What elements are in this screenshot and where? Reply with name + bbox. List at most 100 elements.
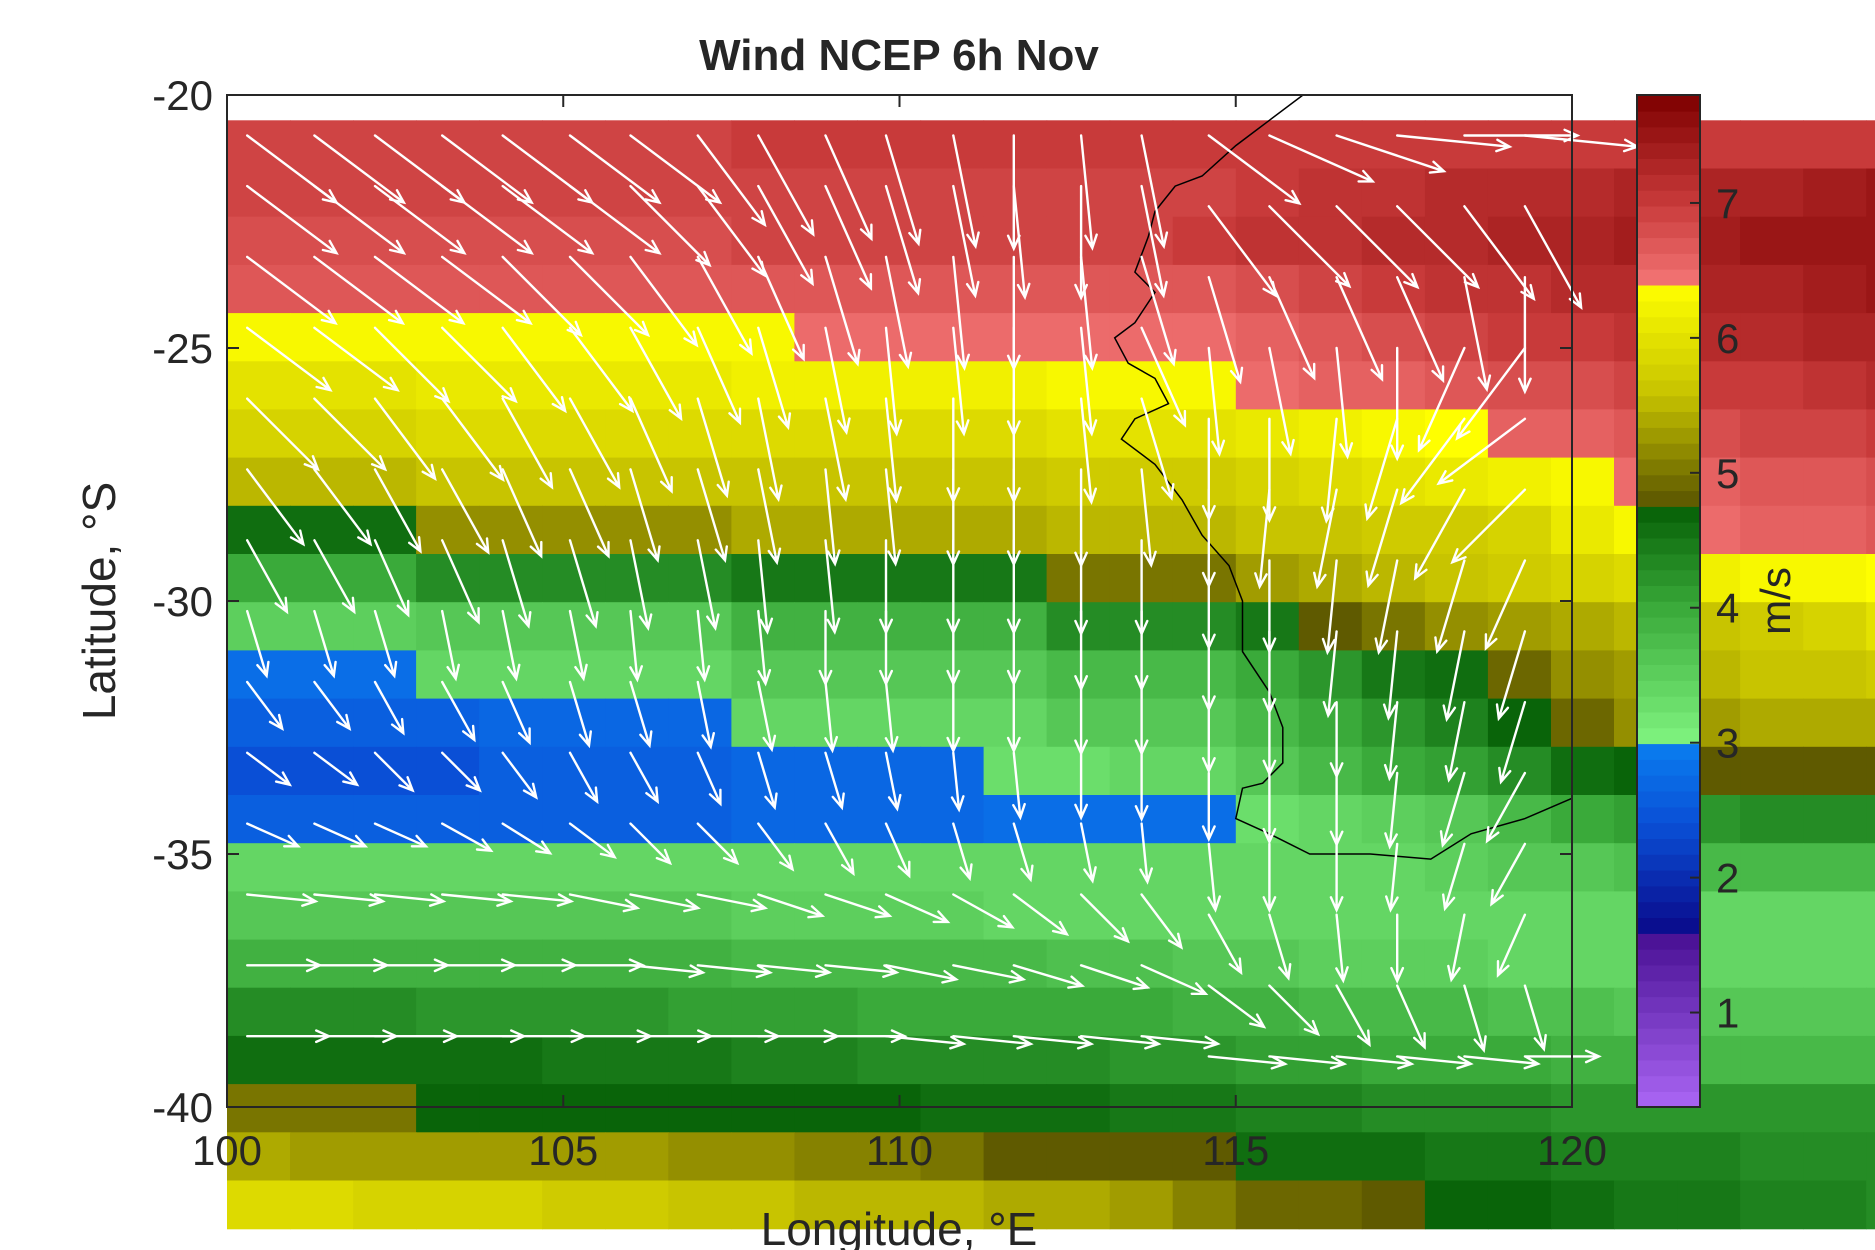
wind-arrow bbox=[1444, 701, 1466, 783]
heat-cell bbox=[1046, 1084, 1111, 1133]
heat-cell bbox=[1803, 891, 1867, 941]
heat-cell bbox=[1803, 843, 1867, 892]
heat-cell bbox=[1172, 698, 1237, 748]
heat-cell bbox=[794, 1035, 858, 1085]
wind-arrow bbox=[884, 964, 959, 984]
heat-cell bbox=[1109, 168, 1174, 218]
heat-cell bbox=[1803, 457, 1867, 507]
wind-arrow bbox=[629, 751, 660, 805]
colorbar-segment bbox=[1637, 727, 1700, 745]
wind-arrow bbox=[1439, 771, 1466, 849]
heat-cell bbox=[1803, 409, 1867, 459]
wind-arrow bbox=[1012, 822, 1034, 883]
heat-cell bbox=[1361, 602, 1426, 651]
wind-arrow bbox=[501, 326, 567, 414]
heat-cell bbox=[668, 746, 732, 796]
wind-arrow bbox=[1012, 751, 1026, 821]
wind-arrow bbox=[1518, 276, 1532, 395]
wind-arrow bbox=[1074, 751, 1088, 821]
y-tick-label: -35 bbox=[152, 831, 213, 878]
colorbar-label: m/s bbox=[1752, 567, 1799, 635]
wind-arrow bbox=[629, 822, 673, 866]
wind-arrow bbox=[1496, 913, 1527, 978]
wind-arrow bbox=[884, 184, 922, 296]
wind-arrow bbox=[373, 184, 467, 255]
heat-cell bbox=[1046, 939, 1111, 989]
heat-cell bbox=[605, 843, 669, 892]
heat-cell bbox=[227, 1132, 291, 1182]
x-tick-label: 105 bbox=[528, 1127, 598, 1174]
heat-cell bbox=[479, 1084, 543, 1133]
heat-cell bbox=[479, 120, 543, 170]
heat-cell bbox=[542, 313, 606, 362]
heat-cell bbox=[1172, 168, 1237, 218]
heat-cell bbox=[290, 1180, 354, 1230]
wind-arrow bbox=[1447, 913, 1466, 983]
heat-cell bbox=[1046, 216, 1111, 266]
heat-cell bbox=[983, 1084, 1048, 1133]
heat-cell bbox=[1046, 1035, 1111, 1085]
heat-cell bbox=[479, 361, 543, 411]
heat-cell bbox=[1172, 120, 1237, 170]
wind-arrow bbox=[696, 397, 730, 499]
wind-arrow bbox=[1463, 1055, 1541, 1070]
wind-arrow bbox=[1442, 842, 1466, 912]
heat-cell bbox=[668, 120, 732, 170]
heat-cell bbox=[290, 1084, 354, 1133]
colorbar-segment bbox=[1637, 1059, 1700, 1077]
wind-arrow bbox=[1268, 913, 1292, 981]
wind-arrow bbox=[1006, 680, 1021, 754]
colorbar-tick-label: 6 bbox=[1716, 315, 1739, 362]
heat-cell bbox=[1551, 939, 1615, 989]
heat-cell bbox=[1740, 264, 1804, 314]
heat-cell bbox=[983, 1132, 1048, 1182]
wind-arrow bbox=[313, 255, 406, 325]
heat-cell bbox=[1361, 264, 1426, 314]
heat-cell bbox=[1046, 361, 1111, 411]
wind-arrow bbox=[1498, 701, 1527, 785]
heat-cell bbox=[1740, 602, 1804, 651]
heat-cell bbox=[1235, 264, 1300, 314]
heat-cell bbox=[1046, 1180, 1111, 1230]
heat-cell bbox=[353, 843, 417, 892]
heat-cell bbox=[1046, 843, 1111, 892]
heat-cell bbox=[794, 795, 858, 844]
colorbar-segment bbox=[1637, 933, 1700, 950]
wind-arrow bbox=[952, 326, 970, 437]
colorbar-segment bbox=[1637, 854, 1700, 871]
heat-cell bbox=[1424, 264, 1489, 314]
heat-cell bbox=[290, 1132, 354, 1182]
heat-cell bbox=[1361, 313, 1426, 362]
heat-cell bbox=[794, 168, 858, 218]
wind-arrow bbox=[1140, 964, 1209, 995]
heat-cell bbox=[1866, 457, 1875, 507]
wind-arrow bbox=[501, 822, 553, 855]
heat-cell bbox=[416, 1180, 480, 1230]
wind-arrow bbox=[1140, 134, 1169, 250]
wind-arrow bbox=[1012, 1035, 1095, 1050]
heat-cell bbox=[1172, 457, 1237, 507]
heat-cell bbox=[290, 939, 354, 989]
heat-cell bbox=[1866, 554, 1875, 603]
heat-cell bbox=[1424, 795, 1489, 844]
heat-cell bbox=[1298, 1180, 1363, 1230]
wind-arrow bbox=[824, 184, 873, 291]
wind-arrow bbox=[1463, 984, 1487, 1054]
heat-cell bbox=[1551, 987, 1615, 1037]
colorbar-segment bbox=[1637, 284, 1700, 302]
wind-arrow bbox=[373, 397, 437, 481]
wind-arrow bbox=[824, 539, 841, 635]
colorbar-segment bbox=[1637, 490, 1700, 507]
heat-cell bbox=[290, 698, 354, 748]
heat-cell bbox=[1866, 313, 1875, 362]
wind-arrow bbox=[441, 822, 494, 853]
colorbar-segment bbox=[1637, 648, 1700, 665]
wind-arrow bbox=[441, 893, 514, 907]
heat-cell bbox=[416, 361, 480, 411]
heat-cell bbox=[1740, 1132, 1804, 1182]
heat-cell bbox=[1046, 409, 1111, 459]
wind-arrow bbox=[501, 397, 554, 490]
wind-arrow bbox=[246, 822, 301, 848]
heat-cell bbox=[1109, 120, 1174, 170]
wind-arrow bbox=[1382, 630, 1399, 721]
